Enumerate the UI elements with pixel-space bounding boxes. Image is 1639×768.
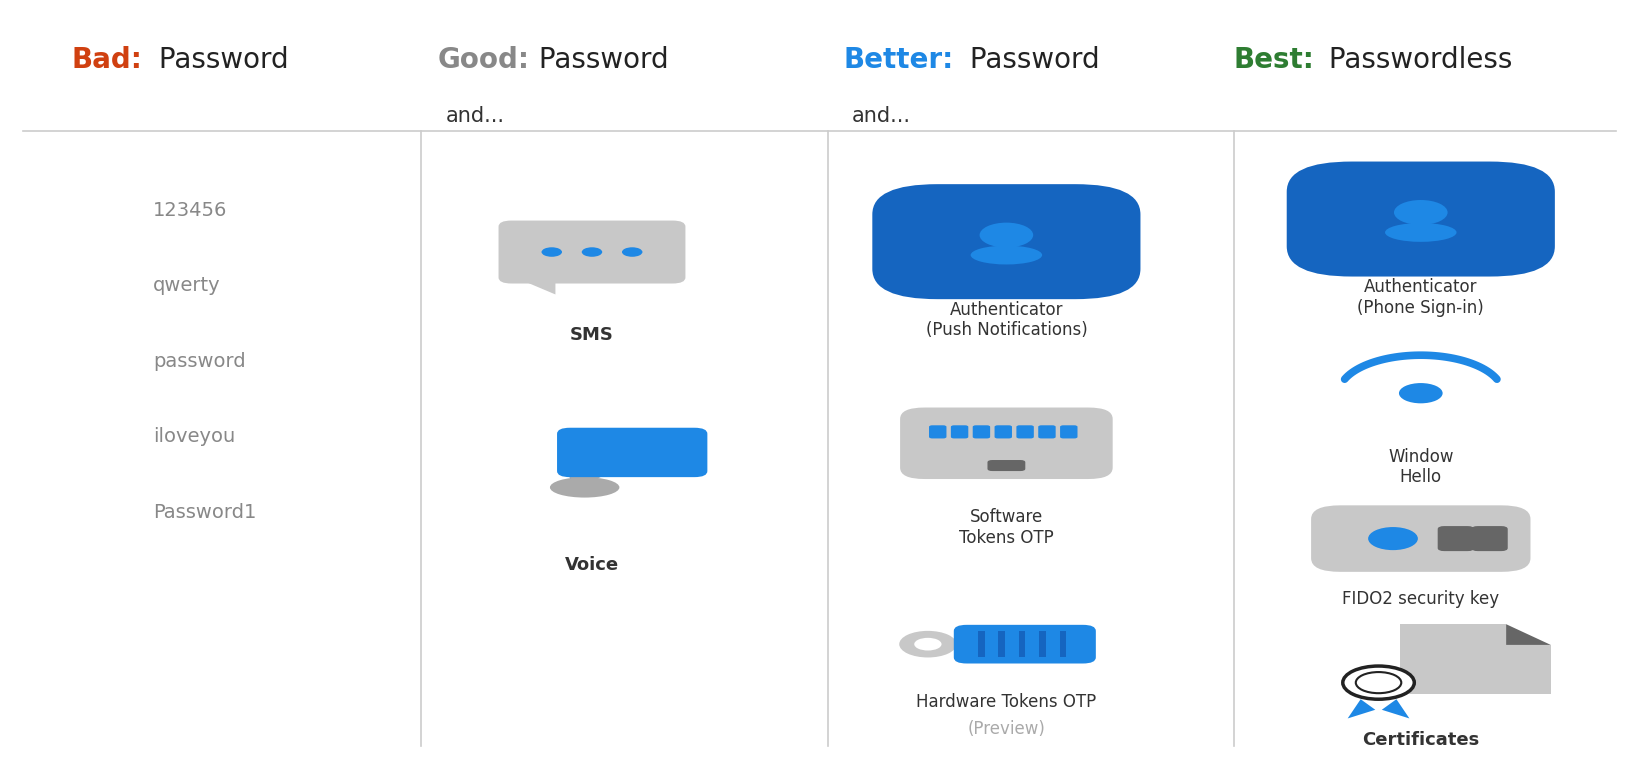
Text: and...: and... bbox=[446, 106, 505, 126]
Polygon shape bbox=[1506, 624, 1550, 645]
Text: SMS: SMS bbox=[570, 326, 615, 344]
Text: Good:: Good: bbox=[438, 46, 529, 74]
FancyBboxPatch shape bbox=[498, 220, 685, 283]
Bar bbox=[1060, 631, 1067, 657]
Text: and...: and... bbox=[852, 106, 911, 126]
Text: Best:: Best: bbox=[1234, 46, 1314, 74]
FancyBboxPatch shape bbox=[872, 184, 1141, 300]
Bar bbox=[1039, 631, 1046, 657]
FancyBboxPatch shape bbox=[1311, 505, 1531, 572]
Bar bbox=[998, 631, 1005, 657]
Circle shape bbox=[1342, 666, 1414, 699]
Circle shape bbox=[541, 247, 562, 257]
FancyBboxPatch shape bbox=[1287, 161, 1555, 276]
Circle shape bbox=[915, 638, 941, 650]
Text: Voice: Voice bbox=[565, 556, 620, 574]
Text: Password: Password bbox=[960, 46, 1100, 74]
Text: iloveyou: iloveyou bbox=[152, 427, 236, 446]
Circle shape bbox=[564, 462, 605, 481]
FancyBboxPatch shape bbox=[1016, 425, 1034, 439]
Ellipse shape bbox=[1385, 223, 1457, 242]
Polygon shape bbox=[1382, 699, 1410, 718]
Polygon shape bbox=[570, 471, 603, 486]
FancyBboxPatch shape bbox=[1437, 526, 1473, 551]
Text: Software
Tokens OTP: Software Tokens OTP bbox=[959, 508, 1054, 547]
Text: Password: Password bbox=[149, 46, 288, 74]
Bar bbox=[956, 638, 967, 650]
Circle shape bbox=[621, 247, 642, 257]
Text: Hardware Tokens OTP: Hardware Tokens OTP bbox=[916, 694, 1096, 711]
Polygon shape bbox=[1347, 699, 1375, 718]
Bar bbox=[1019, 631, 1026, 657]
FancyBboxPatch shape bbox=[987, 460, 1026, 471]
Polygon shape bbox=[1506, 645, 1550, 694]
Circle shape bbox=[900, 631, 957, 657]
FancyBboxPatch shape bbox=[1472, 526, 1508, 551]
Text: qwerty: qwerty bbox=[152, 276, 221, 296]
Text: FIDO2 security key: FIDO2 security key bbox=[1342, 590, 1500, 608]
FancyBboxPatch shape bbox=[1037, 425, 1056, 439]
Text: Certificates: Certificates bbox=[1362, 731, 1480, 749]
Text: Passwordless: Passwordless bbox=[1319, 46, 1513, 74]
Text: (Preview): (Preview) bbox=[967, 720, 1046, 738]
FancyBboxPatch shape bbox=[951, 425, 969, 439]
FancyBboxPatch shape bbox=[995, 425, 1011, 439]
Circle shape bbox=[980, 223, 1033, 247]
Ellipse shape bbox=[970, 246, 1042, 264]
Circle shape bbox=[1400, 383, 1442, 403]
FancyBboxPatch shape bbox=[929, 425, 946, 439]
Text: Authenticator
(Phone Sign-in): Authenticator (Phone Sign-in) bbox=[1357, 278, 1485, 316]
Circle shape bbox=[1395, 200, 1447, 225]
Ellipse shape bbox=[551, 477, 620, 498]
Text: Bad:: Bad: bbox=[72, 46, 143, 74]
Text: 123456: 123456 bbox=[152, 201, 228, 220]
Text: Better:: Better: bbox=[844, 46, 954, 74]
FancyBboxPatch shape bbox=[557, 428, 708, 477]
Text: Window
Hello: Window Hello bbox=[1388, 448, 1454, 486]
Text: password: password bbox=[152, 352, 246, 371]
Text: Authenticator
(Push Notifications): Authenticator (Push Notifications) bbox=[926, 300, 1087, 339]
FancyBboxPatch shape bbox=[900, 408, 1113, 479]
Circle shape bbox=[1369, 527, 1418, 550]
FancyBboxPatch shape bbox=[972, 425, 990, 439]
Polygon shape bbox=[515, 277, 556, 294]
Text: Password1: Password1 bbox=[152, 503, 257, 521]
Text: Password: Password bbox=[531, 46, 669, 74]
Bar bbox=[978, 631, 985, 657]
Polygon shape bbox=[1400, 624, 1506, 694]
FancyBboxPatch shape bbox=[954, 625, 1096, 664]
Circle shape bbox=[582, 247, 602, 257]
FancyBboxPatch shape bbox=[1060, 425, 1077, 439]
Circle shape bbox=[1355, 672, 1401, 694]
